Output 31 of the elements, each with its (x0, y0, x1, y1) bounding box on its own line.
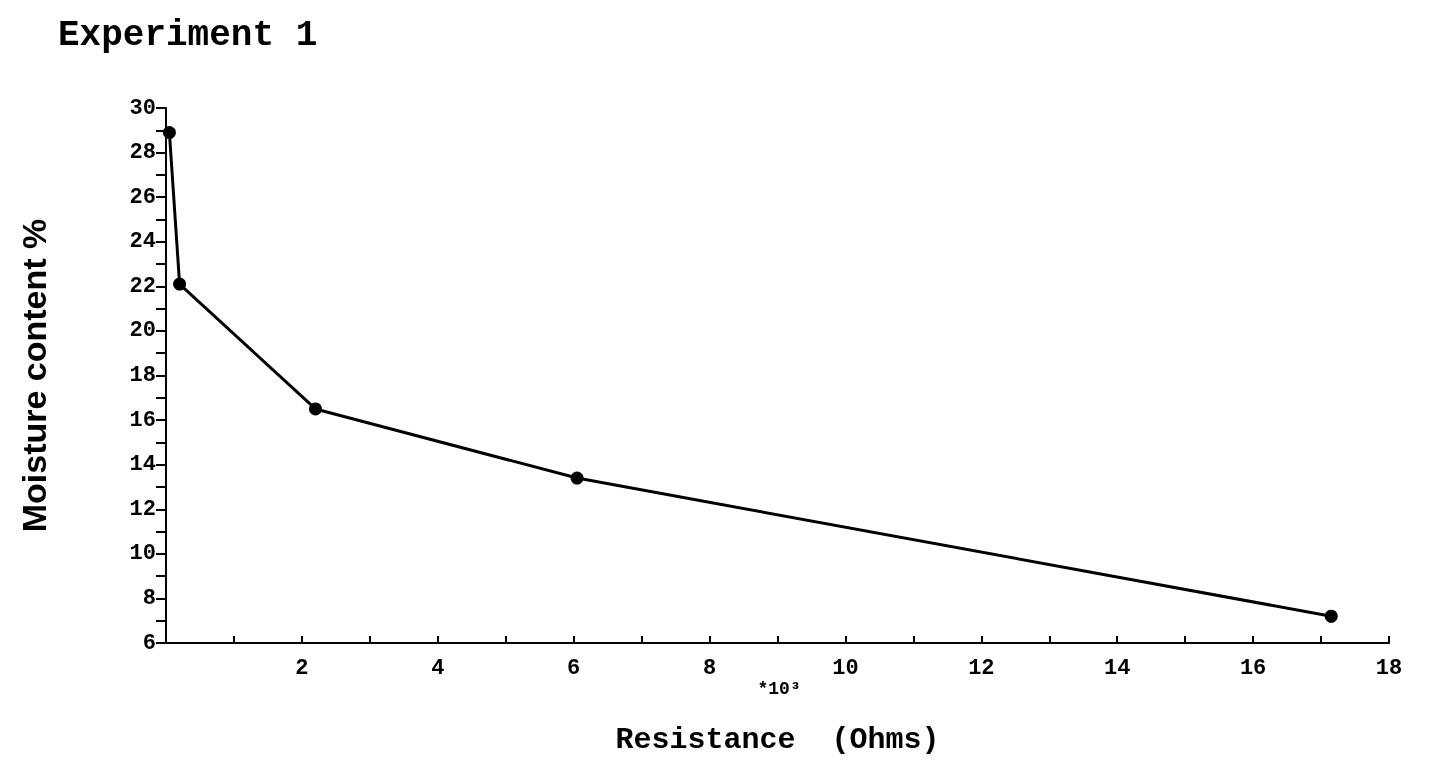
x-axis-title: Resistance (Ohms) (615, 723, 940, 757)
y-tick-label: 28 (129, 140, 156, 166)
x-tick-label: 6 (567, 655, 581, 681)
point (162, 126, 176, 140)
y-tick-label: 16 (129, 407, 156, 433)
y-tick-label: 30 (129, 95, 156, 121)
x-tick-label: 2 (295, 655, 309, 681)
point (173, 277, 187, 291)
point (308, 402, 322, 416)
x-tick-label: 14 (1104, 655, 1131, 681)
y-tick-label: 14 (129, 452, 156, 478)
x-tick-label: 12 (968, 655, 995, 681)
x-tick-label: 16 (1239, 655, 1267, 681)
text: *10³ (757, 679, 801, 699)
y-tick-label: 6 (142, 630, 156, 656)
y-tick-label: 26 (129, 184, 156, 210)
x-tick-label: 4 (431, 655, 445, 681)
y-tick-label: 22 (129, 273, 156, 299)
x-tick-label: 18 (1375, 655, 1403, 681)
y-tick-label: 24 (129, 229, 156, 255)
x-tick-label: 10 (832, 655, 859, 681)
y-tick-label: 18 (129, 363, 156, 388)
y-tick-label: 12 (129, 496, 156, 522)
point (570, 471, 584, 485)
point (1324, 609, 1338, 623)
y-axis-title: Moisture content % (15, 218, 53, 533)
y-tick-label: 8 (142, 585, 156, 611)
y-tick-label: 10 (129, 541, 156, 567)
chart-title: Experiment 1 (58, 14, 318, 56)
x-tick-label: 8 (702, 655, 717, 681)
y-tick-label: 20 (129, 318, 156, 344)
